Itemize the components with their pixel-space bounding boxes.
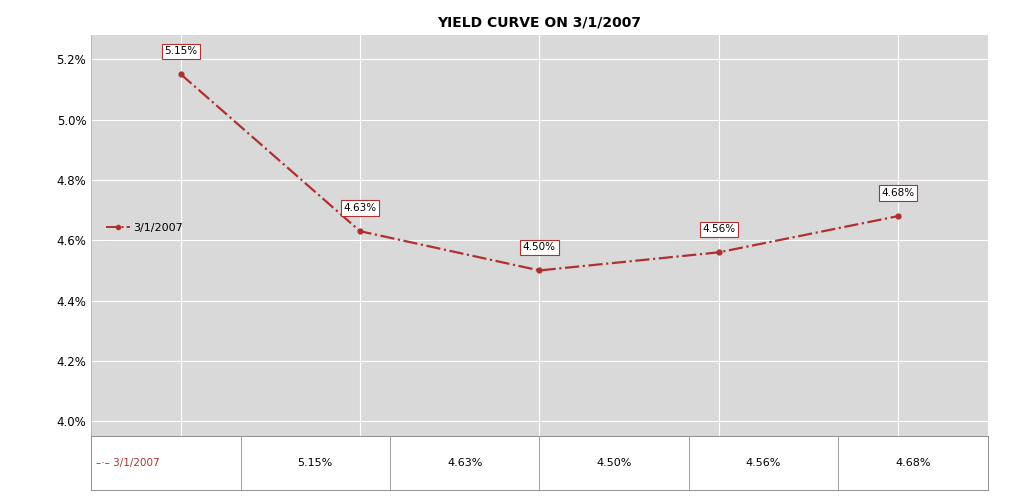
Text: 4.56%: 4.56% <box>702 224 735 234</box>
Text: –·– 3/1/2007: –·– 3/1/2007 <box>95 458 159 468</box>
Text: 4.50%: 4.50% <box>523 242 556 252</box>
Text: 5.15%: 5.15% <box>164 46 198 56</box>
Text: 4.68%: 4.68% <box>881 188 915 198</box>
Legend: 3/1/2007: 3/1/2007 <box>101 218 187 237</box>
Text: 4.63%: 4.63% <box>343 203 377 213</box>
Title: YIELD CURVE ON 3/1/2007: YIELD CURVE ON 3/1/2007 <box>438 16 641 30</box>
